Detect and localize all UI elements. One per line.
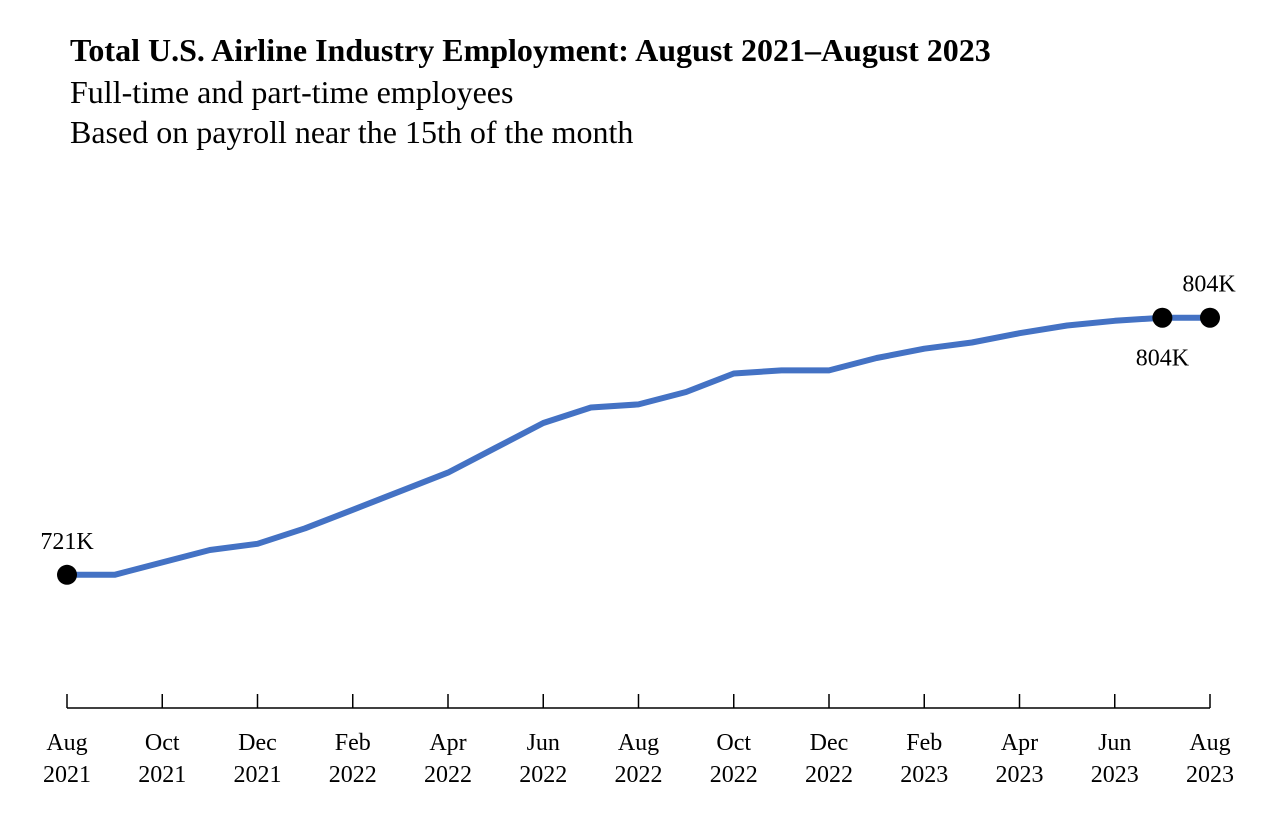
- data-point-marker: [1200, 307, 1220, 328]
- data-label: 721K: [40, 529, 94, 555]
- x-tick-label-year: 2022: [805, 762, 853, 788]
- x-tick-label-year: 2022: [329, 762, 377, 788]
- x-tick-label-year: 2022: [424, 762, 472, 788]
- x-tick-label-month: Jun: [527, 730, 560, 756]
- x-tick-label-month: Feb: [335, 730, 371, 756]
- x-tick-label-month: Dec: [810, 730, 849, 756]
- x-tick-label-month: Apr: [1001, 730, 1038, 756]
- x-tick-label-year: 2021: [138, 762, 186, 788]
- data-label: 804K: [1182, 272, 1236, 298]
- x-tick-label-year: 2023: [1186, 762, 1234, 788]
- data-label: 804K: [1136, 346, 1190, 372]
- x-tick-label-year: 2022: [519, 762, 567, 788]
- x-tick-label-month: Feb: [906, 730, 942, 756]
- x-tick-label-year: 2022: [615, 762, 663, 788]
- x-tick-label-month: Apr: [429, 730, 466, 756]
- x-tick-label-year: 2023: [900, 762, 948, 788]
- chart-titles: Total U.S. Airline Industry Employment: …: [70, 28, 991, 152]
- x-tick-label-month: Oct: [716, 730, 751, 756]
- x-tick-label-month: Aug: [46, 730, 87, 756]
- x-tick-label-year: 2023: [1091, 762, 1139, 788]
- x-tick-label-month: Dec: [238, 730, 277, 756]
- data-point-marker: [57, 564, 77, 585]
- chart-subtitle-1: Full-time and part-time employees: [70, 74, 514, 110]
- x-tick-label-year: 2023: [996, 762, 1044, 788]
- chart-title: Total U.S. Airline Industry Employment: …: [70, 32, 991, 68]
- x-tick-label-year: 2021: [234, 762, 282, 788]
- series-line: [64, 314, 1213, 578]
- chart-subtitle-2: Based on payroll near the 15th of the mo…: [70, 114, 634, 150]
- x-tick-label-month: Aug: [618, 730, 659, 756]
- x-tick-label-month: Oct: [145, 730, 180, 756]
- x-tick-label-year: 2021: [43, 762, 91, 788]
- x-tick-label-month: Jun: [1098, 730, 1131, 756]
- data-point-marker: [1152, 307, 1173, 328]
- x-tick-label-month: Aug: [1189, 730, 1230, 756]
- x-tick-label-year: 2022: [710, 762, 758, 788]
